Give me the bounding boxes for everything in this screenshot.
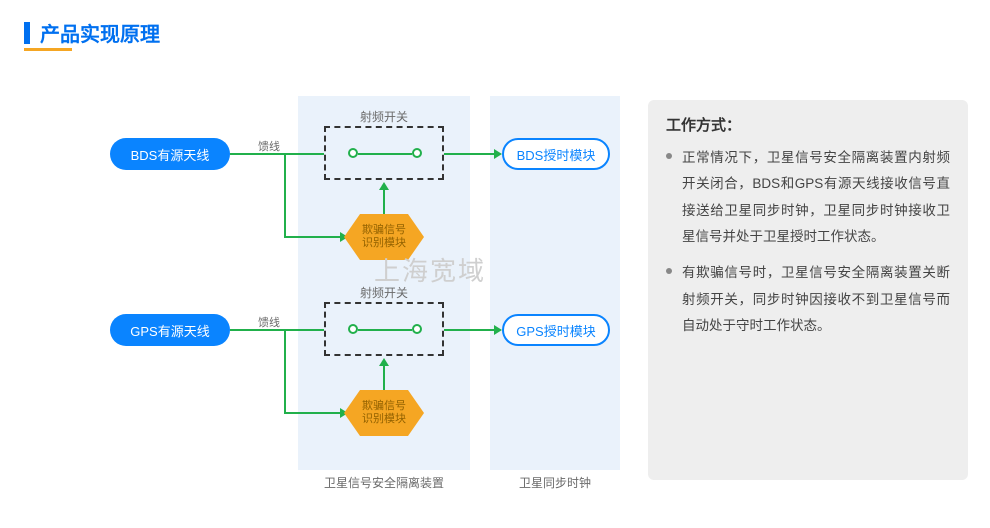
watermark-text: 上海宽域: [374, 251, 486, 288]
side-panel: 工作方式： 正常情况下，卫星信号安全隔离装置内射频开关闭合，BDS和GPS有源天…: [648, 100, 968, 480]
gps-receiver-node: GPS授时模块: [502, 314, 610, 346]
gps-receiver-label: GPS授时模块: [516, 321, 595, 340]
isolator-panel-label: 卫星信号安全隔离装置: [298, 474, 470, 491]
bullet-1-text: 正常情况下，卫星信号安全隔离装置内射频开关闭合，BDS和GPS有源天线接收信号直…: [682, 145, 950, 250]
bullet-dot-icon: [666, 268, 672, 274]
rf-circle-top-2: [412, 148, 422, 158]
bds-receiver-label: BDS授时模块: [517, 145, 596, 164]
bullet-dot-icon: [666, 153, 672, 159]
spoof-bot-l2: 识别模块: [362, 413, 406, 426]
bds-antenna-node: BDS有源天线: [110, 138, 230, 170]
bds-receiver-node: BDS授时模块: [502, 138, 610, 170]
rf-circle-bot-2: [412, 324, 422, 334]
bds-antenna-label: BDS有源天线: [131, 145, 210, 164]
clock-panel-label: 卫星同步时钟: [490, 474, 620, 491]
line-top-hex-up: [383, 188, 385, 214]
line-bds-to-rx: [444, 153, 496, 155]
line-bot-fb-down: [284, 329, 286, 413]
spoof-bot-l1: 欺骗信号: [362, 400, 406, 413]
line-top-fb-across: [284, 236, 342, 238]
bullet-2-text: 有欺骗信号时，卫星信号安全隔离装置关断射频开关，同步时钟因接收不到卫星信号而自动…: [682, 260, 950, 339]
spoof-detect-bottom: 欺骗信号 识别模块: [344, 390, 424, 436]
line-rf-bot-inner: [358, 329, 412, 331]
rf-switch-label-top: 射频开关: [324, 108, 444, 125]
side-title: 工作方式：: [666, 114, 950, 135]
feed-label-top: 馈线: [258, 138, 280, 154]
bullet-2: 有欺骗信号时，卫星信号安全隔离装置关断射频开关，同步时钟因接收不到卫星信号而自动…: [666, 260, 950, 339]
line-bot-fb-across: [284, 412, 342, 414]
arrow-top-hex-up: [379, 182, 389, 190]
feed-label-bottom: 馈线: [258, 314, 280, 330]
gps-antenna-node: GPS有源天线: [110, 314, 230, 346]
arrow-bds-to-rx: [494, 149, 502, 159]
page-title: 产品实现原理: [40, 18, 160, 47]
gps-antenna-label: GPS有源天线: [130, 321, 209, 340]
line-gps-to-rx: [444, 329, 496, 331]
rf-circle-bot-1: [348, 324, 358, 334]
arrow-gps-to-rx: [494, 325, 502, 335]
line-top-fb-down: [284, 153, 286, 237]
diagram-canvas: 卫星信号安全隔离装置 卫星同步时钟 BDS有源天线 射频开关 馈线 BDS授时模…: [30, 96, 630, 496]
bullet-1: 正常情况下，卫星信号安全隔离装置内射频开关闭合，BDS和GPS有源天线接收信号直…: [666, 145, 950, 250]
line-rf-top-inner: [358, 153, 412, 155]
title-accent: [24, 22, 30, 44]
page-title-bar: 产品实现原理: [24, 18, 160, 47]
rf-circle-top-1: [348, 148, 358, 158]
arrow-bot-hex-up: [379, 358, 389, 366]
title-underline: [24, 48, 72, 51]
spoof-top-l1: 欺骗信号: [362, 224, 406, 237]
spoof-top-l2: 识别模块: [362, 237, 406, 250]
line-bot-hex-up: [383, 364, 385, 390]
